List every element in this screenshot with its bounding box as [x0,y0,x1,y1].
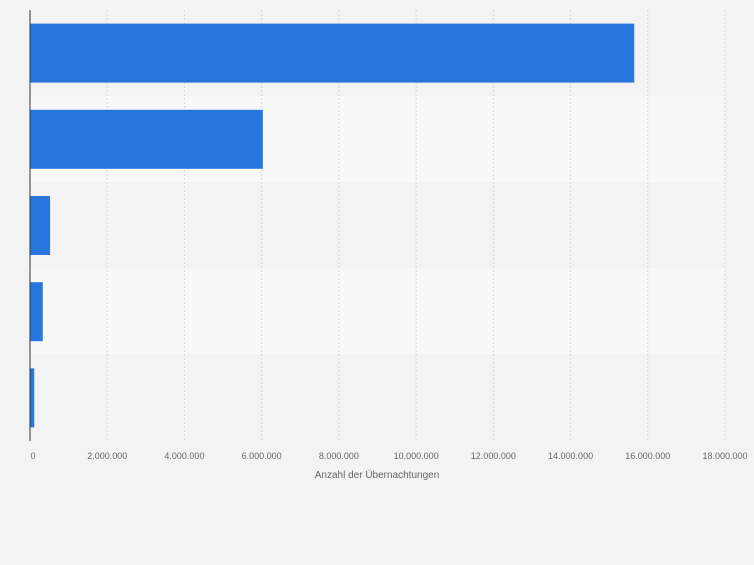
bar[interactable] [30,109,263,169]
x-tick-label: 10.000.000 [394,451,439,461]
row-band [30,268,725,355]
bars [30,23,635,428]
bar[interactable] [30,368,35,428]
x-tick-label: 6.000.000 [242,451,282,461]
x-tick-label: 0 [30,451,35,461]
x-tick-label: 16.000.000 [625,451,670,461]
x-tick-label: 12.000.000 [471,451,516,461]
x-tick-label: 8.000.000 [319,451,359,461]
bar[interactable] [30,196,51,255]
x-axis-ticks: 0 2.000.000 4.000.000 6.000.000 8.000.000 10.… [30,451,747,461]
x-tick-label: 4.000.000 [164,451,204,461]
x-tick-label: 14.000.000 [548,451,593,461]
row-band [30,354,725,441]
row-bands [30,10,725,441]
x-tick-label: 18.000.000 [702,451,747,461]
bar[interactable] [30,282,43,342]
row-band [30,182,725,269]
bar[interactable] [30,23,635,83]
x-axis-title: Anzahl der Übernachtungen [315,469,440,481]
x-tick-label: 2.000.000 [87,451,127,461]
